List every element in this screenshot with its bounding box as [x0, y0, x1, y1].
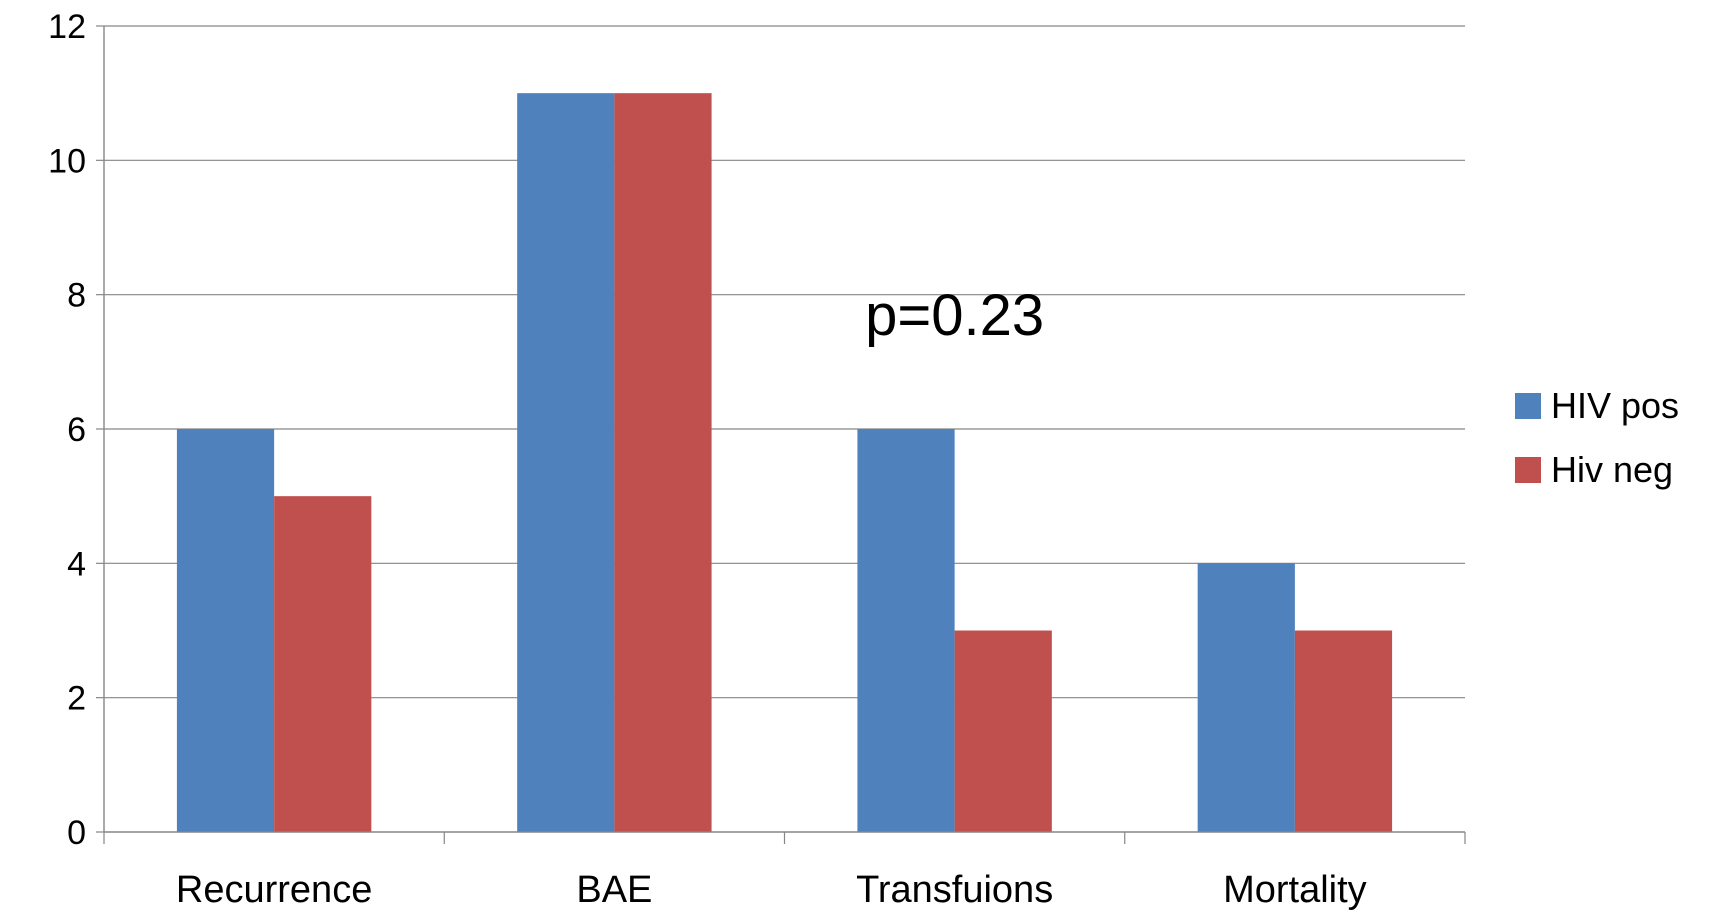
y-tick-label: 10 — [48, 142, 86, 180]
y-tick-label: 2 — [67, 680, 86, 718]
y-tick-label: 12 — [48, 8, 86, 46]
x-category-label: Recurrence — [176, 869, 372, 911]
annotations: p=0.23 — [865, 283, 1044, 348]
x-category-label: Transfuions — [856, 869, 1053, 911]
bar-transfuions-series-1 — [954, 630, 1052, 832]
bar-recurrence-series-1 — [274, 496, 372, 832]
legend-label-1: Hiv neg — [1551, 449, 1673, 490]
p-value-annotation: p=0.23 — [865, 283, 1044, 348]
bar-transfuions-series-0 — [857, 429, 955, 832]
bar-recurrence-series-0 — [176, 429, 275, 832]
legend-swatch-0 — [1515, 393, 1541, 419]
bar-bae-series-1 — [614, 93, 712, 832]
axes — [96, 25, 1466, 844]
legend-label-0: HIV pos — [1551, 385, 1679, 426]
x-category-label: BAE — [576, 869, 652, 911]
tick-labels: 0 2 4 6 8 10 12 Recurrence BAE Transfuions Mortali… — [48, 8, 1366, 911]
x-category-label: Mortality — [1223, 869, 1367, 911]
y-tick-label: 6 — [67, 411, 86, 449]
bar-mortality-series-1 — [1294, 630, 1393, 832]
legend: HIV pos Hiv neg — [1515, 385, 1679, 490]
y-tick-label: 0 — [67, 814, 86, 852]
y-tick-label: 4 — [67, 545, 86, 583]
bar-mortality-series-0 — [1197, 563, 1295, 832]
bars — [176, 93, 1393, 832]
y-tick-label: 8 — [67, 277, 86, 315]
bar-bae-series-0 — [517, 93, 615, 832]
legend-swatch-1 — [1515, 457, 1541, 483]
